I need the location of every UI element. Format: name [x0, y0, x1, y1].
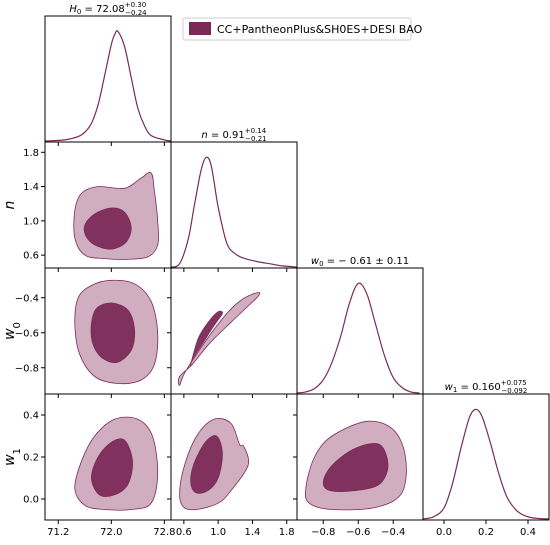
- marginal-curve-w0: [296, 282, 420, 394]
- legend: CC+PantheonPlus&SH0ES+DESI BAO: [182, 17, 423, 41]
- marginal-title-n: n = 0.91+0.14 −0.21: [201, 127, 266, 143]
- x-tick-label-w1: 0.0: [436, 527, 452, 538]
- marginal-title-H0: H0 = 72.08+0.30 −0.24: [69, 1, 147, 17]
- x-tick-label-H0: 72.0: [100, 527, 122, 538]
- y-tick-label-w1: 0.2: [23, 453, 39, 464]
- x-tick-label-H0: 72.8: [153, 527, 175, 538]
- marginal-curve-n: [170, 156, 298, 268]
- contour-panel-H0-n: [73, 171, 160, 260]
- contour-95-n-w0: [177, 292, 261, 386]
- y-tick-label-n: 1.0: [23, 216, 39, 227]
- y-tick-label-n: 1.8: [23, 148, 39, 159]
- contour-68-H0-n: [83, 207, 132, 250]
- x-tick-label-n: 1.0: [210, 527, 226, 538]
- contour-68-n-w0: [189, 310, 223, 366]
- contour-68-w0-w1: [322, 442, 389, 492]
- panel-frame-H0-H0: [44, 15, 172, 143]
- contour-panel-H0-w1: [74, 416, 159, 511]
- x-tick-label-w0: −0.4: [381, 527, 405, 538]
- legend-box: [182, 17, 412, 41]
- panel-frame-w0-w0: [296, 267, 424, 395]
- contour-68-H0-w1: [90, 438, 133, 497]
- contour-panel-H0-w0: [74, 279, 159, 385]
- y-tick-label-n: 1.4: [23, 182, 39, 193]
- y-tick-label-n: 0.6: [23, 251, 39, 262]
- x-tick-label-w1: 0.4: [520, 527, 536, 538]
- y-tick-label-w1: 0.0: [23, 495, 39, 506]
- contour-panel-w0-w1: [304, 420, 407, 511]
- marginal-curve-H0: [44, 30, 172, 142]
- x-tick-label-w0: −0.6: [346, 527, 370, 538]
- y-tick-label-w1: 0.4: [23, 411, 39, 422]
- panel-frame-n-n: [170, 141, 298, 269]
- x-tick-label-n: 0.6: [176, 527, 192, 538]
- contour-panel-n-w0: [177, 292, 261, 386]
- panel-frame-w1-w1: [422, 393, 550, 521]
- contour-68-H0-w0: [90, 302, 136, 364]
- y-tick-label-w0: −0.6: [15, 328, 39, 339]
- x-tick-label-n: 1.4: [244, 527, 260, 538]
- legend-swatch: [189, 22, 211, 35]
- x-tick-label-n: 1.8: [279, 527, 295, 538]
- x-tick-label-w1: 0.2: [478, 527, 494, 538]
- y-tick-label-w0: −0.8: [15, 363, 39, 374]
- y-axis-label-n: n: [2, 201, 18, 210]
- y-axis-label-w1: w1: [2, 448, 23, 466]
- marginal-title-w0: w0 = − 0.61 ± 0.11: [311, 256, 409, 268]
- legend-label: CC+PantheonPlus&SH0ES+DESI BAO: [217, 23, 423, 36]
- y-tick-label-w0: −0.4: [15, 293, 39, 304]
- x-tick-label-H0: 71.2: [47, 527, 69, 538]
- marginal-curve-w1: [422, 408, 550, 520]
- contour-68-n-w1: [190, 435, 223, 494]
- x-tick-label-w0: −0.8: [311, 527, 335, 538]
- contour-panel-n-w1: [179, 417, 250, 511]
- marginal-title-w1: w1 = 0.160+0.075 −0.092: [445, 379, 528, 395]
- panel-frame-n-w0: [170, 267, 298, 395]
